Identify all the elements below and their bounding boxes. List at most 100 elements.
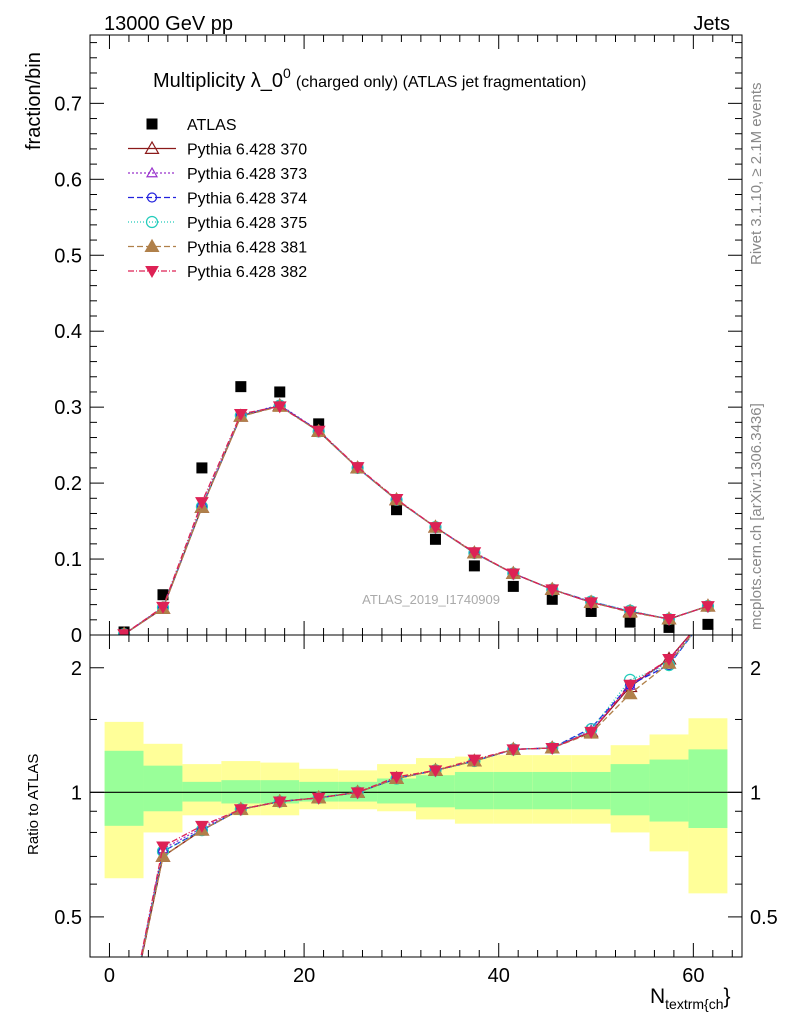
legend-label-pythia-6-428-381: Pythia 6.428 381 (187, 240, 307, 257)
data-point-atlas (157, 589, 169, 601)
ratio-point-pythia-6-428-382 (195, 820, 209, 833)
data-point-atlas (507, 580, 519, 592)
header-left-label: 13000 GeV pp (104, 13, 233, 35)
y-tick-label: 0.4 (54, 321, 82, 343)
ratio-y-tick-label-left: 0.5 (54, 907, 82, 929)
data-point-pythia-6-428-382 (389, 494, 404, 507)
legend-label-pythia-6-428-370: Pythia 6.428 370 (187, 142, 307, 159)
ratio-point-pythia-6-428-382 (506, 744, 521, 757)
data-point-atlas (663, 621, 675, 633)
data-point-atlas (702, 618, 714, 630)
ratio-y-tick-label-left: 2 (71, 658, 82, 680)
ratio-plot-frame (89, 634, 743, 958)
main-panel: 0 0.1 0.2 0.3 0.4 0.5 0.6 0.7 fraction/bin Mult… (23, 34, 743, 647)
data-point-atlas (546, 593, 558, 605)
ratio-point-pythia-6-428-382 (350, 787, 365, 800)
chart-title-sup: 0 (283, 65, 291, 81)
ratio-point-pythia-6-428-382 (272, 796, 287, 809)
data-point-atlas (468, 560, 480, 572)
ratio-point-pythia-6-428-381 (155, 848, 171, 862)
x-tick-label: 20 (293, 965, 315, 987)
legend-marker-atlas (146, 118, 158, 130)
ratio-line-pythia-6-428-382 (140, 635, 691, 957)
x-axis-label: Ntextrm{ch} (650, 985, 731, 1012)
data-point-pythia-6-428-382 (467, 547, 482, 560)
x-tick-label: 40 (488, 965, 510, 987)
legend-label-pythia-6-428-374: Pythia 6.428 374 (187, 191, 307, 208)
x-tick-label: 60 (682, 965, 704, 987)
ratio-point-pythia-6-428-382 (311, 792, 326, 805)
ratio-point-pythia-6-428-382 (584, 726, 599, 739)
uncertainty-band-inner (104, 750, 144, 826)
data-point-atlas (274, 386, 286, 398)
legend: ATLAS Pythia 6.428 370 Pythia 6.428 373 Pyt… (128, 117, 307, 281)
data-point-pythia-6-428-382 (195, 497, 209, 510)
data-point-pythia-6-428-382 (662, 614, 676, 627)
legend-marker-pythia-6-428-382 (145, 266, 159, 279)
x-axis-label-sub: textrm{ch (665, 996, 723, 1012)
rivet-version-label: Rivet 3.1.10, ≥ 2.1M events (748, 83, 765, 266)
y-tick-label: 0.1 (54, 549, 82, 571)
data-point-pythia-6-428-382 (311, 425, 326, 438)
data-point-pythia-6-428-382 (350, 462, 365, 475)
series-line-pythia-6-428-382 (123, 405, 709, 635)
chart-title: Multiplicity λ_00 (charged only) (ATLAS j… (153, 65, 586, 92)
legend-marker-pythia-6-428-373 (145, 166, 159, 178)
watermark-label: ATLAS_2019_I1740909 (362, 592, 500, 607)
y-axis-label: fraction/bin (23, 52, 45, 150)
uncertainty-band-inner (182, 781, 222, 802)
y-tick-label: 0.7 (54, 93, 82, 115)
y-tick-label: 0.3 (54, 397, 82, 419)
ratio-point-pythia-6-428-382 (233, 804, 248, 817)
chart-title-suffix: (charged only) (ATLAS jet fragmentation) (296, 74, 587, 91)
legend-marker-pythia-6-428-375 (145, 215, 159, 229)
data-point-pythia-6-428-382 (233, 408, 248, 421)
data-point-atlas (624, 616, 636, 628)
data-point-pythia-6-428-382 (428, 522, 443, 535)
data-point-pythia-6-428-382 (545, 584, 560, 597)
uncertainty-band-inner (416, 775, 455, 808)
ratio-y-tick-label-right: 2 (750, 658, 761, 680)
header-right-label: Jets (693, 13, 730, 35)
ratio-point-pythia-6-428-382 (545, 742, 560, 755)
uncertainty-band-inner (143, 765, 183, 812)
data-point-pythia-6-428-382 (584, 597, 599, 610)
uncertainty-band-inner (688, 749, 728, 828)
ratio-y-tick-label-right: 0.5 (750, 907, 778, 929)
ratio-point-pythia-6-428-382 (662, 653, 676, 667)
legend-label-pythia-6-428-375: Pythia 6.428 375 (187, 215, 307, 232)
data-point-atlas (429, 533, 441, 545)
data-point-pythia-6-428-382 (156, 601, 170, 614)
data-point-pythia-6-428-382 (506, 568, 521, 581)
y-tick-label: 0.2 (54, 473, 82, 495)
x-axis-label-suffix: } (724, 985, 731, 1008)
ratio-line-pythia-6-428-381 (141, 635, 693, 957)
mcplots-label: mcplots.cern.ch [arXiv:1306.3436] (748, 403, 765, 630)
data-point-atlas (391, 504, 403, 516)
uncertainty-band-inner (532, 771, 572, 810)
x-tick-label: 0 (104, 965, 115, 987)
legend-marker-pythia-6-428-370 (144, 140, 160, 154)
ratio-y-tick-label-left: 1 (71, 782, 82, 804)
legend-label-atlas: ATLAS (187, 117, 237, 134)
ratio-point-pythia-6-428-382 (467, 754, 482, 767)
data-point-pythia-6-428-382 (623, 606, 637, 619)
y-tick-label: 0.6 (54, 169, 82, 191)
ratio-panel: 0.5 0.51 12 20 20 40 60 Ratio to ATLAS Ntextrm… (25, 634, 778, 1012)
ratio-point-pythia-6-428-382 (156, 841, 170, 854)
legend-marker-pythia-6-428-374 (146, 192, 158, 203)
uncertainty-band-inner (610, 764, 650, 816)
data-point-atlas (196, 462, 208, 474)
ratio-y-axis-label: Ratio to ATLAS (25, 754, 42, 855)
data-point-pythia-6-428-382 (272, 401, 287, 414)
ratio-point-pythia-6-428-382 (623, 679, 637, 692)
uncertainty-band-inner (454, 771, 494, 810)
legend-label-pythia-6-428-382: Pythia 6.428 382 (187, 264, 307, 281)
uncertainty-band-inner (571, 771, 611, 810)
legend-marker-pythia-6-428-381 (144, 238, 160, 252)
ratio-line-pythia-6-428-375 (140, 635, 693, 957)
data-point-pythia-6-428-382 (701, 601, 715, 614)
uncertainty-band-inner (649, 759, 689, 822)
data-point-atlas (235, 381, 247, 393)
